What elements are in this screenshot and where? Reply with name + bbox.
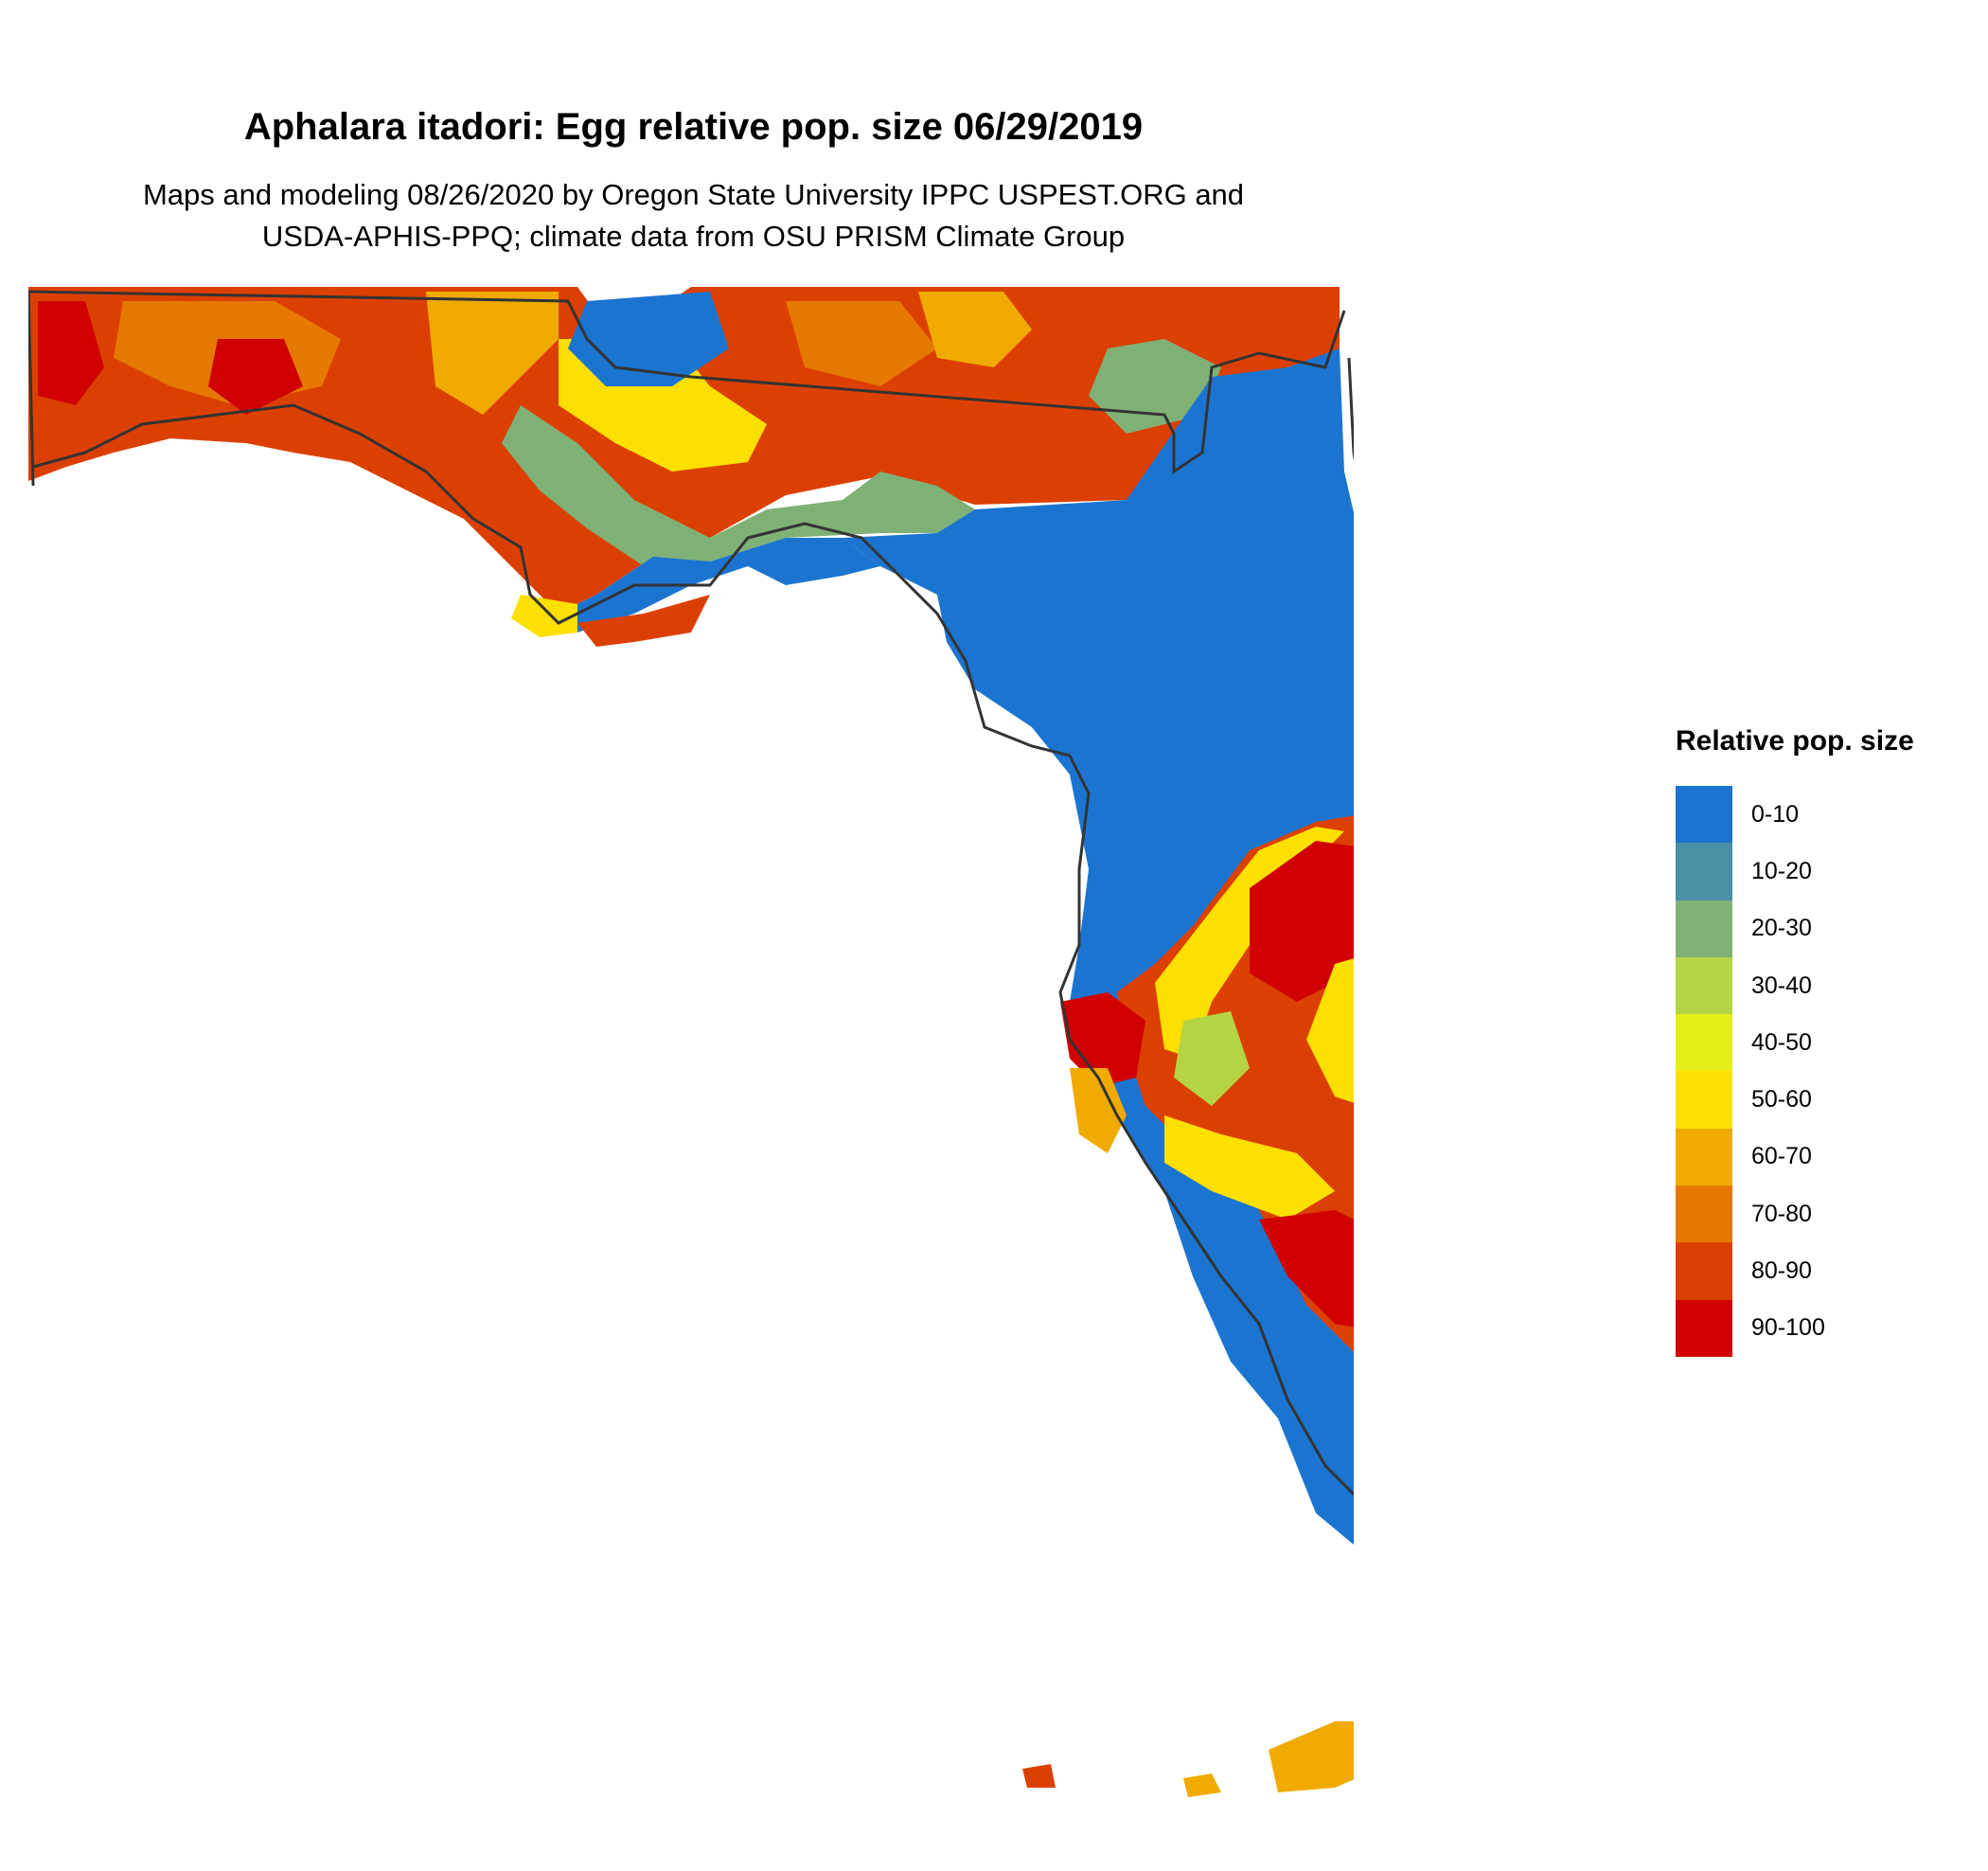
- legend-title: Relative pop. size: [1676, 725, 1914, 757]
- keys-orange-small: [1183, 1773, 1221, 1797]
- legend-label: 20-30: [1751, 915, 1812, 942]
- peninsula-region: [843, 348, 1354, 1545]
- map-legend: Relative pop. size 0-10 10-20 20-30 30-40 40…: [1676, 725, 1914, 1357]
- legend-label: 70-80: [1751, 1200, 1812, 1227]
- legend-swatch: [1676, 786, 1732, 844]
- legend-label: 10-20: [1751, 857, 1812, 884]
- legend-items: 0-10 10-20 20-30 30-40 40-50 50-60 60-70 70-80 8…: [1676, 786, 1914, 1357]
- legend-swatch: [1676, 1128, 1732, 1186]
- map-subtitle-line-2: USDA-APHIS-PPQ; climate data from OSU PR…: [261, 220, 1126, 253]
- legend-swatch: [1676, 1014, 1732, 1072]
- panhandle-blue-patch: [568, 292, 729, 386]
- legend-swatch: [1676, 1071, 1732, 1129]
- hotspot-yellow-center: [1306, 958, 1354, 1103]
- panhandle-red-patch: [208, 339, 303, 415]
- legend-label: 60-70: [1751, 1143, 1812, 1170]
- keys-red-small: [1022, 1764, 1056, 1788]
- panhandle-green-band: [502, 405, 975, 566]
- florida-map: [28, 287, 1354, 1797]
- legend-item: 80-90: [1676, 1242, 1914, 1300]
- panhandle-orange-patch: [786, 301, 937, 386]
- tampa-orange-coast: [1070, 1068, 1127, 1153]
- panhandle-yellow-band: [426, 292, 559, 415]
- legend-swatch: [1676, 1299, 1732, 1357]
- map-subtitle-line-1: Maps and modeling 08/26/2020 by Oregon S…: [142, 178, 1245, 211]
- apalachicola-yellow: [511, 595, 577, 637]
- legend-label: 0-10: [1751, 800, 1800, 828]
- legend-swatch: [1676, 1185, 1732, 1243]
- state-outline: [28, 290, 1354, 1497]
- legend-item: 20-30: [1676, 900, 1914, 957]
- legend-item: 50-60: [1676, 1071, 1914, 1129]
- hotspot-yellow-south: [1164, 1115, 1335, 1220]
- legend-swatch: [1676, 1242, 1732, 1300]
- legend-item: 70-80: [1676, 1185, 1914, 1243]
- legend-item: 0-10: [1676, 786, 1914, 844]
- population-layer: [28, 287, 1354, 1797]
- big-bend-blue-region: [559, 538, 880, 633]
- legend-item: 40-50: [1676, 1014, 1914, 1072]
- panhandle-red-patch: [38, 301, 104, 405]
- hotspot-darkred-south: [1259, 1210, 1354, 1328]
- legend-label: 40-50: [1751, 1028, 1812, 1056]
- map-title: Aphalara itadori: Egg relative pop. size…: [243, 106, 1144, 148]
- hotspot-green-west: [1174, 1011, 1250, 1106]
- legend-label: 30-40: [1751, 971, 1812, 999]
- tampa-red-coast: [1060, 992, 1145, 1087]
- keys-orange: [1269, 1721, 1354, 1792]
- legend-swatch: [1676, 843, 1732, 900]
- legend-item: 10-20: [1676, 843, 1914, 900]
- hotspot-darkred-core: [1250, 841, 1354, 1002]
- legend-label: 50-60: [1751, 1086, 1812, 1114]
- legend-label: 90-100: [1751, 1314, 1825, 1342]
- legend-item: 90-100: [1676, 1299, 1914, 1357]
- legend-swatch: [1676, 956, 1732, 1015]
- legend-swatch: [1676, 900, 1732, 957]
- legend-item: 60-70: [1676, 1128, 1914, 1186]
- panhandle-yellow-band: [918, 292, 1032, 367]
- apalachicola-red: [577, 595, 710, 647]
- legend-label: 80-90: [1751, 1257, 1812, 1285]
- legend-item: 30-40: [1676, 956, 1914, 1015]
